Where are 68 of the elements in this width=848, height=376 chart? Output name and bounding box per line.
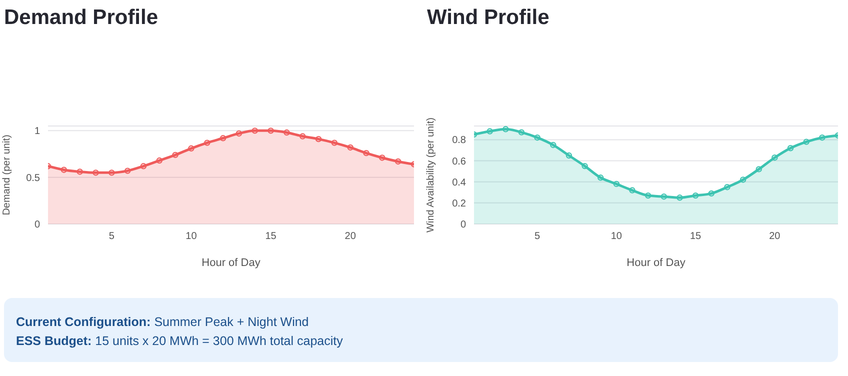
point [140,163,147,170]
y-axis-title: Wind Availability (per unit) [426,118,437,232]
point [644,192,652,199]
x-tick-label: 5 [108,231,115,242]
point [204,140,210,146]
point [502,126,509,132]
point [772,154,778,161]
point [566,152,572,159]
x-tick-label: 20 [769,231,781,242]
point [582,162,588,170]
y-tick-label: 0 [460,220,466,231]
point [156,157,162,164]
point [394,158,402,165]
point [740,176,746,183]
point [660,194,668,200]
y-tick-label: 1 [34,126,40,138]
point [172,152,178,158]
x-tick-label: 10 [186,231,198,242]
point [787,145,794,152]
point [284,129,290,136]
point [550,142,556,148]
point [60,166,68,173]
point [76,168,83,175]
point [331,140,338,146]
x-tick-label: 15 [690,231,702,242]
point [518,129,525,136]
point [220,135,226,142]
y-tick-label: 0.6 [452,156,466,168]
point [363,150,370,156]
text: ESS Budget: 15 units x 20 MWh = 300 MWh total capacity [16,333,344,350]
point [124,168,131,174]
x-tick-label: 10 [610,231,622,242]
point [819,134,826,141]
chart-title: Wind Profile [427,6,550,30]
x-tick-label: 15 [265,231,277,242]
x-axis-title: Hour of Day [202,257,261,269]
point [803,138,810,145]
point [236,130,242,137]
point [268,128,274,134]
point [379,154,386,161]
point [108,170,115,176]
point [708,190,714,197]
y-tick-label: 0.5 [26,172,40,184]
x-tick-label: 5 [534,231,541,242]
y-tick-label: 0.4 [452,177,466,188]
point [92,170,99,176]
point [300,133,306,140]
y-tick-label: 0.2 [452,198,466,210]
point [347,144,354,151]
y-tick-label: 0 [34,220,40,231]
point [315,136,322,142]
point [613,180,620,188]
text: Current Configuration: Summer Peak + Night Wind [16,314,310,331]
point [724,184,730,190]
point [486,128,493,134]
point [534,134,540,141]
y-tick-label: 0.8 [452,135,466,146]
point [188,145,194,152]
x-tick-label: 20 [344,231,356,242]
x-axis-title: Hour of Day [626,257,686,269]
point [676,194,683,201]
point [252,128,258,134]
point [598,174,604,181]
point [692,192,699,199]
point [756,166,762,172]
y-axis-title: Demand (per unit) [2,134,13,216]
chart-title: Demand Profile [4,6,158,30]
point [629,187,636,194]
